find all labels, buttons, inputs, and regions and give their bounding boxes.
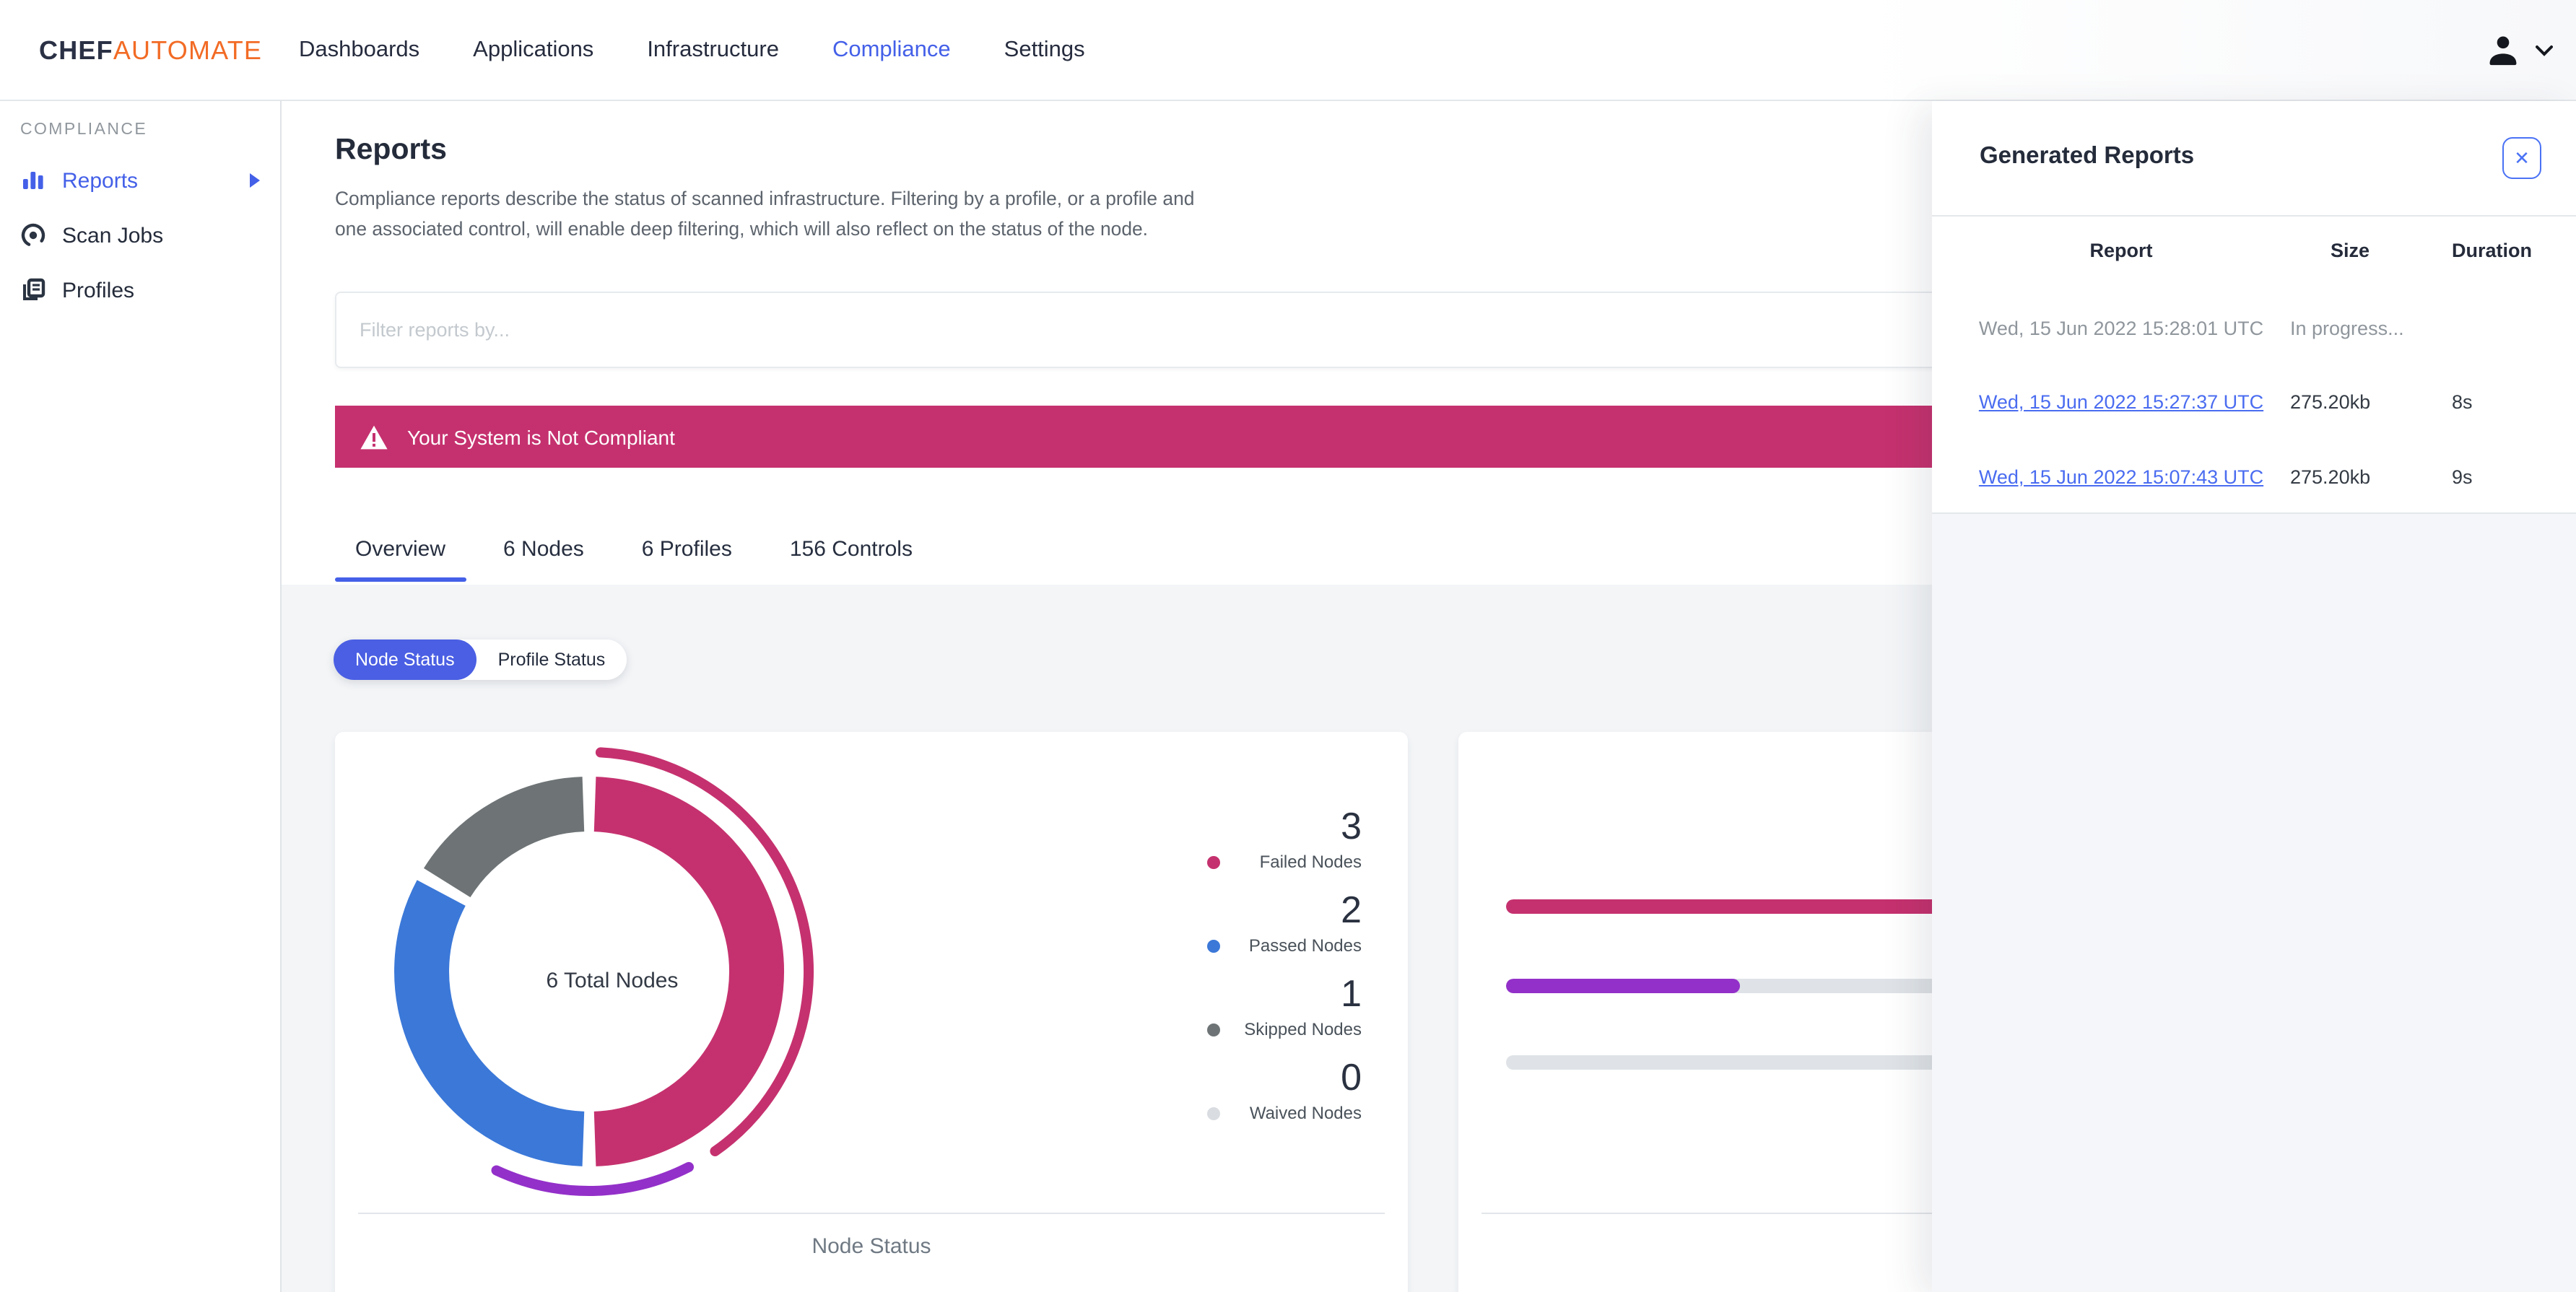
passed-dot-icon	[1207, 939, 1220, 952]
sidebar-section-label: COMPLIANCE	[20, 121, 148, 139]
donut-outer-arc-critical	[595, 747, 814, 1157]
logo-chef: CHEF	[39, 35, 113, 64]
legend-value: 0	[1341, 1055, 1362, 1099]
column-header-size: Size	[2331, 240, 2370, 261]
nav-item-compliance[interactable]: Compliance	[832, 38, 951, 62]
report-duration: 9s	[2452, 466, 2473, 488]
nav-links: Dashboards Applications Infrastructure C…	[299, 0, 1085, 101]
report-duration: 8s	[2452, 391, 2473, 413]
drawer-header: Generated Reports ✕	[1932, 101, 2576, 215]
nav-item-settings[interactable]: Settings	[1004, 38, 1085, 62]
tab-controls[interactable]: 156 Controls	[789, 537, 913, 562]
legend-label: Failed Nodes	[1259, 852, 1362, 872]
legend-label: Passed Nodes	[1248, 935, 1362, 956]
skipped-dot-icon	[1207, 1023, 1220, 1036]
column-header-duration: Duration	[2452, 240, 2532, 261]
report-size: In progress...	[2290, 318, 2404, 339]
sidebar-item-label: Reports	[62, 168, 139, 193]
donut-segment-passed[interactable]	[394, 880, 585, 1166]
node-status-card: 6 Total Nodes 3 Failed Nodes 2 Passed No…	[335, 732, 1408, 1292]
top-nav: CHEF AUTOMATE Dashboards Applications Inf…	[0, 0, 2576, 101]
status-toggle: Node Status Profile Status	[334, 640, 627, 680]
node-status-toggle[interactable]: Node Status	[334, 640, 477, 680]
generated-reports-drawer: Generated Reports ✕ Report Size Duration…	[1932, 101, 2576, 1292]
report-size: 275.20kb	[2290, 466, 2371, 488]
user-menu[interactable]	[2484, 0, 2553, 101]
table-header-row: Report Size Duration	[1932, 240, 2576, 261]
banner-text: Your System is Not Compliant	[407, 425, 675, 448]
report-timestamp: Wed, 15 Jun 2022 15:28:01 UTC	[1978, 318, 2264, 339]
tab-overview[interactable]: Overview	[335, 534, 466, 582]
donut-center-label: 6 Total Nodes	[546, 969, 679, 993]
donut-outer-arc-major	[491, 1161, 695, 1196]
close-icon[interactable]: ✕	[2502, 137, 2541, 179]
chef-automate-logo[interactable]: CHEF AUTOMATE	[39, 0, 262, 101]
sidebar-item-scan-jobs[interactable]: Scan Jobs	[0, 208, 280, 263]
failed-dot-icon	[1207, 855, 1220, 868]
legend-item-passed[interactable]: 2 Passed Nodes	[1207, 891, 1362, 956]
sidebar-item-reports[interactable]: Reports	[0, 153, 280, 208]
bar-chart-icon	[19, 166, 48, 195]
legend-item-waived[interactable]: 0 Waived Nodes	[1207, 1058, 1362, 1123]
node-status-donut-chart: 6 Total Nodes	[358, 741, 820, 1202]
report-tabs: Overview 6 Nodes 6 Profiles 156 Controls	[335, 534, 933, 582]
node-status-card-footer: Node Status	[811, 1234, 931, 1259]
legend-value: 2	[1341, 888, 1362, 931]
scanner-icon	[19, 221, 48, 250]
nav-item-dashboards[interactable]: Dashboards	[299, 38, 420, 62]
table-row: Wed, 15 Jun 2022 15:27:37 UTC 275.20kb 8…	[1932, 391, 2576, 413]
profile-status-toggle[interactable]: Profile Status	[497, 650, 606, 670]
legend-item-skipped[interactable]: 1 Skipped Nodes	[1207, 974, 1362, 1039]
donut-segment-failed[interactable]	[593, 777, 784, 1166]
table-row: Wed, 15 Jun 2022 15:07:43 UTC 275.20kb 9…	[1932, 466, 2576, 488]
legend-label: Waived Nodes	[1249, 1103, 1362, 1123]
sidebar-item-profiles[interactable]: Profiles	[0, 263, 280, 318]
card-divider	[358, 1213, 1385, 1214]
legend-item-failed[interactable]: 3 Failed Nodes	[1207, 807, 1362, 872]
drawer-title: Generated Reports	[1980, 143, 2195, 169]
column-header-report: Report	[2089, 240, 2153, 261]
user-profile-icon	[2484, 31, 2523, 70]
chevron-down-icon	[2536, 45, 2553, 56]
tab-nodes[interactable]: 6 Nodes	[503, 537, 584, 562]
table-row: Wed, 15 Jun 2022 15:28:01 UTC In progres…	[1932, 318, 2576, 339]
report-download-link[interactable]: Wed, 15 Jun 2022 15:27:37 UTC	[1978, 391, 2264, 413]
warning-triangle-icon	[360, 424, 388, 450]
nav-item-infrastructure[interactable]: Infrastructure	[647, 38, 779, 62]
legend-value: 3	[1341, 804, 1362, 847]
generated-reports-table: Report Size Duration Wed, 15 Jun 2022 15…	[1932, 215, 2576, 514]
page-title: Reports	[335, 133, 447, 166]
page-description: Compliance reports describe the status o…	[335, 188, 1195, 240]
legend-label: Skipped Nodes	[1244, 1019, 1362, 1039]
sidebar-item-label: Scan Jobs	[62, 223, 164, 248]
submenu-arrow-icon[interactable]	[250, 173, 260, 188]
logo-automate: AUTOMATE	[113, 35, 263, 64]
report-download-link[interactable]: Wed, 15 Jun 2022 15:07:43 UTC	[1978, 466, 2264, 488]
tab-profiles[interactable]: 6 Profiles	[641, 537, 732, 562]
profiles-icon	[19, 276, 48, 305]
node-status-legend: 3 Failed Nodes 2 Passed Nodes 1	[1207, 807, 1362, 1142]
sidebar: COMPLIANCE Reports Scan Jobs Profiles	[0, 101, 282, 1292]
legend-value: 1	[1341, 972, 1362, 1015]
nav-item-applications[interactable]: Applications	[473, 38, 594, 62]
waived-dot-icon	[1207, 1107, 1220, 1119]
donut-segment-skipped[interactable]	[423, 777, 586, 898]
sidebar-item-label: Profiles	[62, 278, 135, 302]
report-size: 275.20kb	[2290, 391, 2371, 413]
